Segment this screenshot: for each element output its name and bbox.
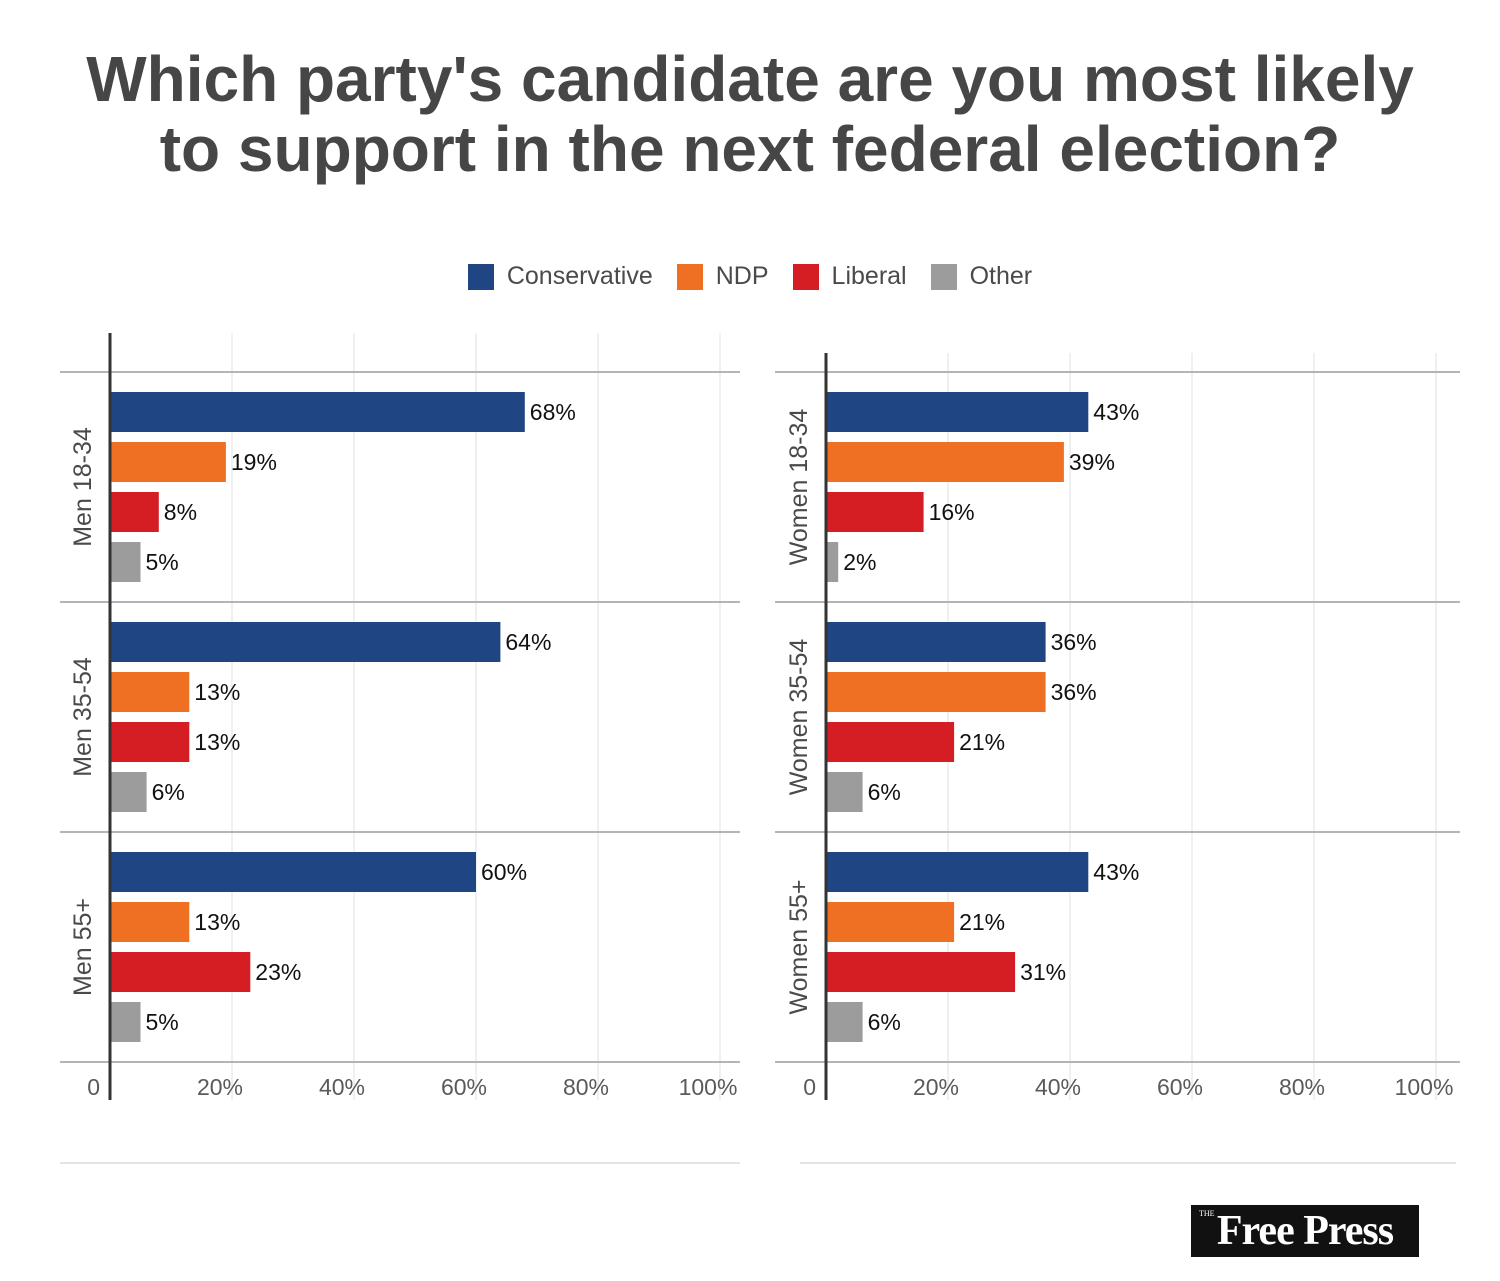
value-label-women-35-54-liberal: 21%: [959, 729, 1005, 755]
group-label-men-35-54: Men 35-54: [69, 657, 97, 777]
value-label-men-18-34-conservative: 68%: [530, 399, 576, 425]
bar-men-18-34-other: [110, 542, 141, 582]
group-label-men-18-34: Men 18-34: [69, 427, 97, 547]
group-men-35-54: 64% 13% 13% 6% Men 35-54: [69, 622, 551, 812]
bar-men-18-34-ndp: [110, 442, 226, 482]
legend-item-conservative: Conservative: [467, 262, 653, 291]
legend-label-other: Other: [969, 262, 1033, 290]
bar-men-55-ndp: [110, 902, 190, 942]
bar-men-18-34-liberal: [110, 492, 159, 532]
x-tick-label-80: 80%: [1279, 1074, 1325, 1100]
bar-women-18-34-liberal: [826, 492, 924, 532]
legend-swatch-ndp: [676, 263, 703, 290]
footer-divider-right: [800, 1162, 1456, 1164]
chart-panel-women: 43% 39% 16% 2% Women 18-34 36% 36% 21% 6% Women 3…: [775, 353, 1460, 1100]
value-label-men-18-34-ndp: 19%: [231, 449, 277, 475]
bar-men-35-54-conservative: [110, 622, 501, 662]
value-label-women-55-liberal: 31%: [1020, 959, 1066, 985]
value-label-women-55-conservative: 43%: [1093, 859, 1139, 885]
legend-label-conservative: Conservative: [506, 262, 653, 290]
bar-men-55-conservative: [110, 852, 476, 892]
bar-women-35-54-conservative: [826, 622, 1046, 662]
x-tick-label-20: 20%: [197, 1074, 243, 1100]
bar-women-18-34-ndp: [826, 442, 1064, 482]
bar-women-55-other: [826, 1002, 863, 1042]
group-women-18-34: 43% 39% 16% 2% Women 18-34: [785, 392, 1139, 582]
legend-swatch-other: [930, 263, 957, 290]
value-label-men-55-liberal: 23%: [255, 959, 301, 985]
value-label-men-55-other: 5%: [146, 1009, 179, 1035]
chart-title-line-1: Which party's candidate are you most lik…: [86, 43, 1414, 115]
group-women-55: 43% 21% 31% 6% Women 55+: [785, 852, 1139, 1042]
value-label-men-35-54-ndp: 13%: [194, 679, 240, 705]
legend: Conservative NDP Liberal Other: [0, 262, 1500, 291]
value-label-women-55-other: 6%: [868, 1009, 901, 1035]
x-tick-label-60: 60%: [441, 1074, 487, 1100]
bar-women-55-liberal: [826, 952, 1016, 992]
legend-label-ndp: NDP: [715, 262, 769, 290]
group-women-35-54: 36% 36% 21% 6% Women 35-54: [785, 622, 1097, 812]
value-label-women-35-54-conservative: 36%: [1051, 629, 1097, 655]
legend-label-liberal: Liberal: [831, 262, 907, 290]
value-label-women-35-54-other: 6%: [868, 779, 901, 805]
value-label-men-18-34-liberal: 8%: [164, 499, 197, 525]
legend-item-liberal: Liberal: [792, 262, 907, 291]
value-label-women-18-34-other: 2%: [843, 549, 876, 575]
bar-men-55-liberal: [110, 952, 251, 992]
bar-men-35-54-liberal: [110, 722, 190, 762]
bar-women-35-54-other: [826, 772, 863, 812]
bar-women-55-ndp: [826, 902, 955, 942]
bar-women-35-54-liberal: [826, 722, 955, 762]
group-men-55: 60% 13% 23% 5% Men 55+: [69, 852, 527, 1042]
legend-item-other: Other: [930, 262, 1033, 291]
value-label-women-18-34-liberal: 16%: [929, 499, 975, 525]
bar-women-18-34-other: [826, 542, 839, 582]
group-men-18-34: 68% 19% 8% 5% Men 18-34: [69, 392, 576, 582]
value-label-women-55-ndp: 21%: [959, 909, 1005, 935]
value-label-women-18-34-conservative: 43%: [1093, 399, 1139, 425]
value-label-men-55-ndp: 13%: [194, 909, 240, 935]
value-label-men-18-34-other: 5%: [146, 549, 179, 575]
value-label-men-35-54-liberal: 13%: [194, 729, 240, 755]
x-tick-label-0: 0: [87, 1074, 100, 1100]
group-label-men-55: Men 55+: [69, 898, 97, 996]
x-tick-label-40: 40%: [319, 1074, 365, 1100]
x-tick-label-80: 80%: [563, 1074, 609, 1100]
value-label-women-18-34-ndp: 39%: [1069, 449, 1115, 475]
value-label-men-35-54-other: 6%: [152, 779, 185, 805]
x-tick-label-60: 60%: [1157, 1074, 1203, 1100]
x-tick-label-100: 100%: [679, 1074, 738, 1100]
logo-small-text: THE: [1199, 1209, 1215, 1218]
group-label-women-55: Women 55+: [785, 879, 813, 1014]
legend-swatch-conservative: [467, 263, 494, 290]
value-label-men-55-conservative: 60%: [481, 859, 527, 885]
legend-swatch-liberal: [792, 263, 819, 290]
free-press-logo: THE Free Press: [1191, 1205, 1419, 1257]
chart-title-line-2: to support in the next federal election?: [159, 113, 1341, 185]
value-label-men-35-54-conservative: 64%: [505, 629, 551, 655]
x-tick-label-100: 100%: [1395, 1074, 1454, 1100]
bar-men-35-54-other: [110, 772, 147, 812]
bar-men-35-54-ndp: [110, 672, 190, 712]
bar-women-35-54-ndp: [826, 672, 1046, 712]
bar-men-18-34-conservative: [110, 392, 525, 432]
footer-divider-left: [60, 1162, 740, 1164]
x-tick-label-0: 0: [803, 1074, 816, 1100]
group-label-women-18-34: Women 18-34: [785, 409, 813, 566]
legend-item-ndp: NDP: [676, 262, 769, 291]
chart-title: Which party's candidate are you most lik…: [0, 44, 1500, 184]
bar-women-18-34-conservative: [826, 392, 1089, 432]
bar-women-55-conservative: [826, 852, 1089, 892]
logo-text: Free Press: [1216, 1208, 1394, 1254]
bar-men-55-other: [110, 1002, 141, 1042]
group-label-women-35-54: Women 35-54: [785, 639, 813, 796]
x-tick-label-20: 20%: [913, 1074, 959, 1100]
value-label-women-35-54-ndp: 36%: [1051, 679, 1097, 705]
x-tick-label-40: 40%: [1035, 1074, 1081, 1100]
